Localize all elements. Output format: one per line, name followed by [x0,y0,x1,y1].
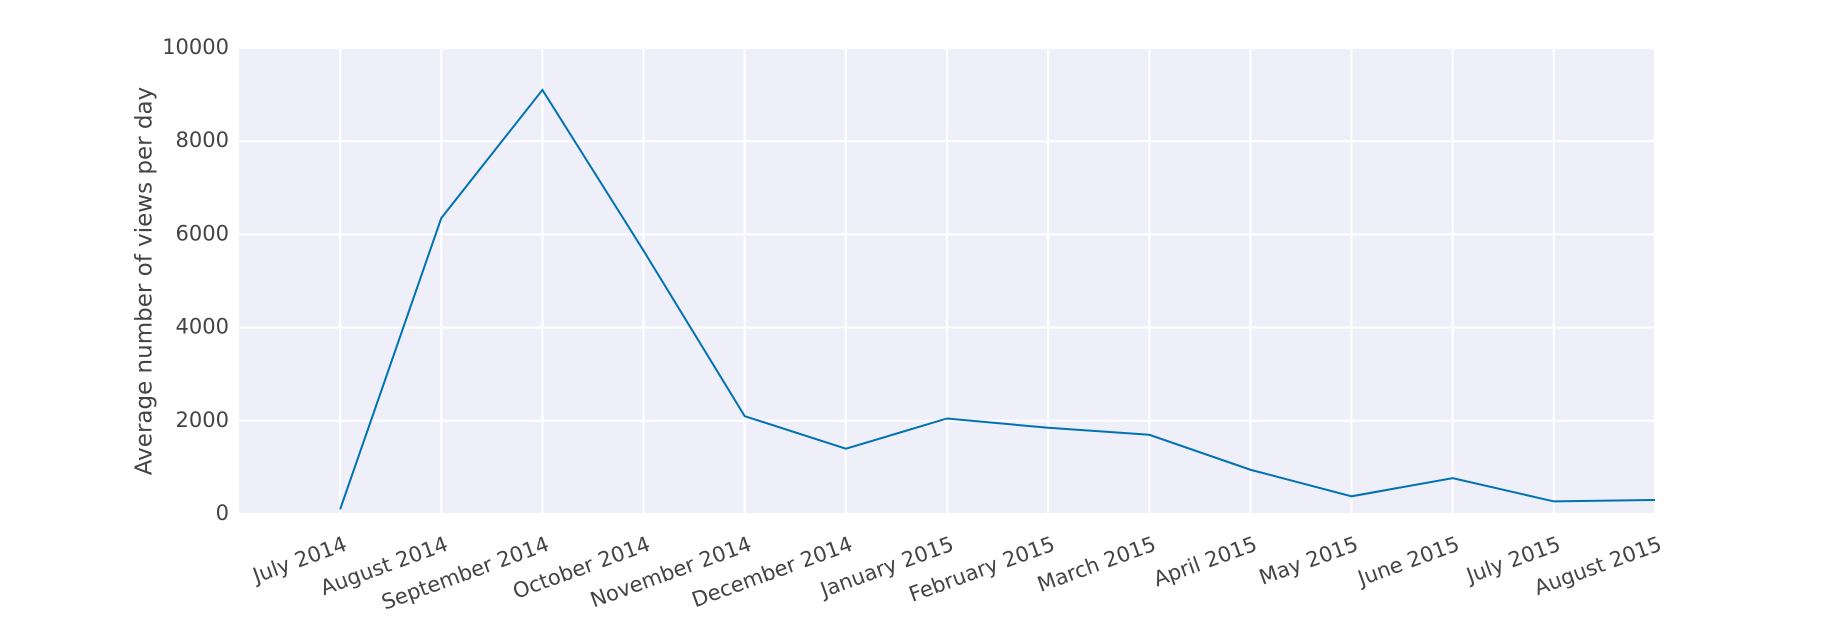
y-axis-label: Average number of views per day [132,87,158,475]
y-tick-label: 8000 [176,128,229,152]
x-tick-label: April 2015 [1150,532,1260,592]
line [339,88,1656,510]
y-tick-label: 10000 [162,35,229,59]
x-tick-label: May 2015 [1256,532,1362,590]
x-tick-label: September 2014 [378,532,552,615]
y-tick-label: 2000 [176,408,229,432]
y-tick-label: 0 [216,501,229,525]
y-tick-label: 4000 [176,315,229,339]
y-tick-label: 6000 [176,221,229,245]
x-tick-label: June 2015 [1353,532,1463,591]
